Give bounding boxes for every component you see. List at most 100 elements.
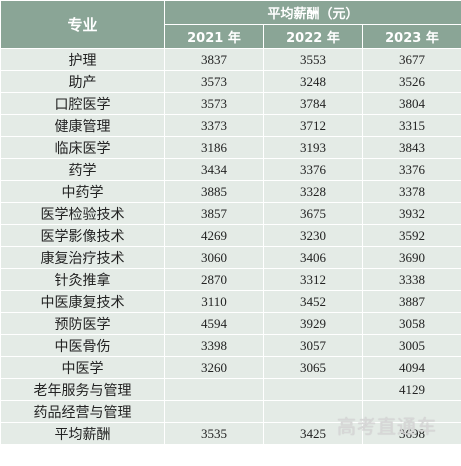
- salary-cell-2023: 4094: [362, 356, 461, 379]
- header-salary-group: 平均薪酬（元）: [164, 0, 461, 25]
- major-name-cell: 中医骨伤: [0, 334, 165, 357]
- watermark-text: 高考直通车: [336, 416, 437, 438]
- salary-cell-2021: 3535: [164, 422, 264, 445]
- salary-cell-2022: 3248: [263, 70, 363, 93]
- salary-cell-2021: 3060: [164, 246, 264, 269]
- major-name-cell: 中药学: [0, 180, 165, 203]
- salary-cell-2021: 3110: [164, 290, 264, 313]
- salary-cell-2021: 3434: [164, 158, 264, 181]
- table-header: 专业 平均薪酬（元） 2021 年 2022 年 2023 年: [0, 0, 461, 49]
- major-name-cell: 口腔医学: [0, 92, 165, 115]
- salary-cell-2022: 3712: [263, 114, 363, 137]
- salary-cell-2022: 3230: [263, 224, 363, 247]
- salary-cell-2021: 3260: [164, 356, 264, 379]
- table-row: 健康管理 3373 3712 3315: [0, 114, 461, 137]
- major-name-cell: 护理: [0, 48, 165, 71]
- header-year-2021: 2021 年: [164, 24, 264, 49]
- salary-cell-2023: [362, 400, 461, 423]
- salary-cell-2022: 3929: [263, 312, 363, 335]
- salary-cell-2021: 3186: [164, 136, 264, 159]
- header-major: 专业: [0, 0, 165, 49]
- salary-cell-2023: 3698: [362, 422, 461, 445]
- salary-cell-2022: 3376: [263, 158, 363, 181]
- header-year-2022: 2022 年: [263, 24, 363, 49]
- salary-cell-2021: [164, 378, 264, 401]
- salary-cell-2021: [164, 400, 264, 423]
- salary-cell-2021: 3885: [164, 180, 264, 203]
- salary-cell-2022: 3065: [263, 356, 363, 379]
- salary-cell-2023: 3932: [362, 202, 461, 225]
- table-row: 医学影像技术 4269 3230 3592: [0, 224, 461, 247]
- salary-cell-2023: 3376: [362, 158, 461, 181]
- table-row: 口腔医学 3573 3784 3804: [0, 92, 461, 115]
- salary-cell-2023: 3592: [362, 224, 461, 247]
- table-row: 预防医学 4594 3929 3058: [0, 312, 461, 335]
- table-row: 老年服务与管理 4129: [0, 378, 461, 401]
- salary-cell-2023: 3804: [362, 92, 461, 115]
- major-name-cell: 健康管理: [0, 114, 165, 137]
- salary-cell-2022: 3406: [263, 246, 363, 269]
- salary-cell-2022: 3328: [263, 180, 363, 203]
- table-row: 护理 3837 3553 3677: [0, 48, 461, 71]
- salary-cell-2023: 3058: [362, 312, 461, 335]
- salary-cell-2023: 3887: [362, 290, 461, 313]
- table-row: 助产 3573 3248 3526: [0, 70, 461, 93]
- salary-cell-2022: 3425: [263, 422, 363, 445]
- salary-cell-2022: 3784: [263, 92, 363, 115]
- salary-cell-2023: 3677: [362, 48, 461, 71]
- header-year-2023: 2023 年: [362, 24, 461, 49]
- table-row: 医学检验技术 3857 3675 3932: [0, 202, 461, 225]
- salary-cell-2021: 4269: [164, 224, 264, 247]
- major-name-cell: 平均薪酬: [0, 422, 165, 445]
- major-name-cell: 药品经营与管理: [0, 400, 165, 423]
- major-name-cell: 中医学: [0, 356, 165, 379]
- header-row-top: 专业 平均薪酬（元）: [0, 0, 461, 49]
- major-name-cell: 药学: [0, 158, 165, 181]
- salary-cell-2023: 4129: [362, 378, 461, 401]
- salary-cell-2023: 3843: [362, 136, 461, 159]
- salary-cell-2021: 3573: [164, 70, 264, 93]
- salary-cell-2021: 3857: [164, 202, 264, 225]
- salary-cell-2022: 3675: [263, 202, 363, 225]
- salary-cell-2023: 3690: [362, 246, 461, 269]
- table-row: 中医康复技术 3110 3452 3887: [0, 290, 461, 313]
- salary-cell-2021: 4594: [164, 312, 264, 335]
- salary-cell-2022: [263, 400, 363, 423]
- header-row-years: 2021 年 2022 年 2023 年: [1, 24, 461, 49]
- salary-cell-2023: 3338: [362, 268, 461, 291]
- table-row: 药品经营与管理: [0, 400, 461, 423]
- salary-cell-2021: 2870: [164, 268, 264, 291]
- table-row: 平均薪酬 3535 3425 3698: [0, 422, 461, 445]
- table-row: 中医骨伤 3398 3057 3005: [0, 334, 461, 357]
- table-body: 护理 3837 3553 3677 助产 3573 3248 3526 口腔医学 3573 3784…: [0, 48, 461, 445]
- salary-cell-2021: 3398: [164, 334, 264, 357]
- salary-cell-2022: [263, 378, 363, 401]
- salary-cell-2023: 3526: [362, 70, 461, 93]
- table-row: 药学 3434 3376 3376: [0, 158, 461, 181]
- table-row: 临床医学 3186 3193 3843: [0, 136, 461, 159]
- major-name-cell: 临床医学: [0, 136, 165, 159]
- major-name-cell: 医学检验技术: [0, 202, 165, 225]
- salary-cell-2023: 3315: [362, 114, 461, 137]
- major-name-cell: 预防医学: [0, 312, 165, 335]
- major-name-cell: 老年服务与管理: [0, 378, 165, 401]
- major-name-cell: 助产: [0, 70, 165, 93]
- table-row: 中药学 3885 3328 3378: [0, 180, 461, 203]
- salary-cell-2021: 3373: [164, 114, 264, 137]
- table-row: 中医学 3260 3065 4094: [0, 356, 461, 379]
- salary-cell-2021: 3573: [164, 92, 264, 115]
- salary-cell-2023: 3005: [362, 334, 461, 357]
- salary-cell-2022: 3452: [263, 290, 363, 313]
- salary-cell-2022: 3193: [263, 136, 363, 159]
- table-row: 康复治疗技术 3060 3406 3690: [0, 246, 461, 269]
- table-row: 针灸推拿 2870 3312 3338: [0, 268, 461, 291]
- major-name-cell: 针灸推拿: [0, 268, 165, 291]
- salary-cell-2021: 3837: [164, 48, 264, 71]
- salary-cell-2022: 3057: [263, 334, 363, 357]
- salary-table: 专业 平均薪酬（元） 2021 年 2022 年 2023 年 护理 3837 35…: [0, 0, 461, 445]
- salary-cell-2023: 3378: [362, 180, 461, 203]
- major-name-cell: 中医康复技术: [0, 290, 165, 313]
- salary-cell-2022: 3312: [263, 268, 363, 291]
- salary-cell-2022: 3553: [263, 48, 363, 71]
